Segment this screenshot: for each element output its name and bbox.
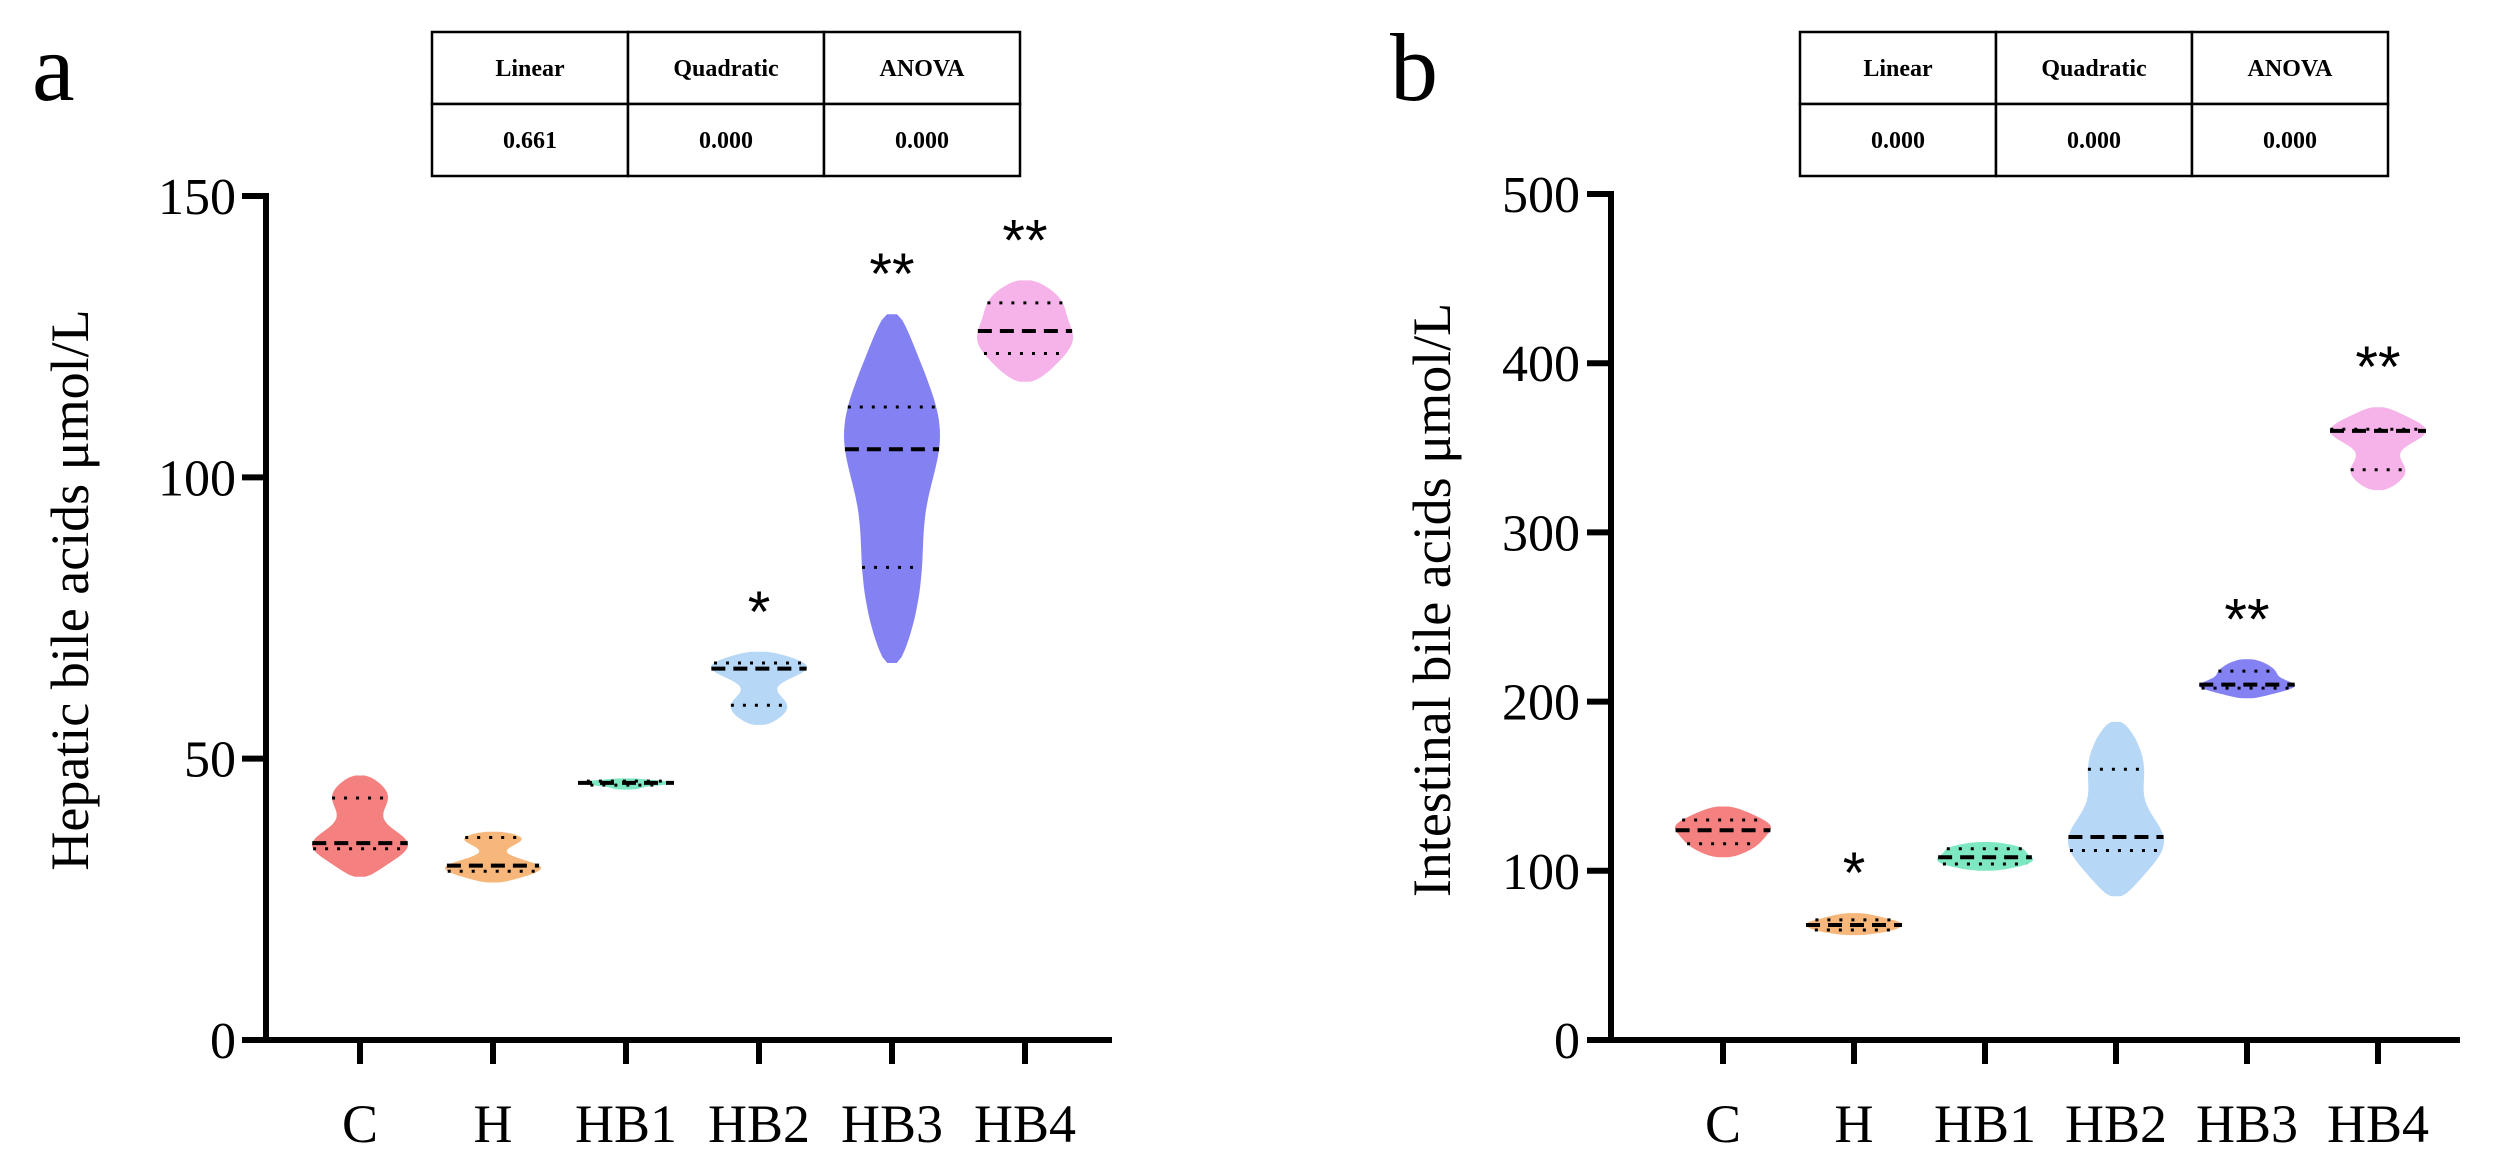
significance-label: ** [2355,335,2400,400]
significance-label: * [748,580,771,645]
table-header-label: ANOVA [880,56,966,82]
y-tick-label: 0 [1554,1013,1580,1070]
violin-HB2 [2068,721,2164,897]
table-header-cell [2190,30,2390,106]
table-value-cell [430,102,630,178]
significance-label: ** [869,242,914,307]
table-value-cell [1798,102,1998,178]
table-header-label: Quadratic [2041,56,2147,82]
x-tick-label: C [342,1094,378,1154]
table-value-label: 0.000 [2067,128,2121,154]
x-tick-label: C [1705,1094,1741,1154]
table-header-label: Linear [495,56,565,82]
table-value-label: 0.661 [503,128,557,154]
y-tick-label: 400 [1502,336,1580,393]
y-tick-label: 0 [210,1013,236,1070]
table-value-label: 0.000 [895,128,949,154]
violin-H [445,831,541,883]
table-value-cell [822,102,1022,178]
violin-HB2 [711,651,807,725]
panel-label: a [32,14,75,121]
y-tick-label: 200 [1502,675,1580,732]
significance-label: ** [2224,587,2269,652]
table-value-cell [1994,102,2194,178]
x-tick-label: HB4 [974,1094,1076,1154]
panel-label: b [1390,14,1438,121]
panel-b: b 0 100 200 300 400 500 Intestinal bile acids μ… [1390,14,2460,1154]
table-value-label: 0.000 [2263,128,2317,154]
y-tick-label: 500 [1502,167,1580,224]
violin-HB3 [2199,659,2295,699]
x-tick-label: H [1835,1094,1874,1154]
y-tick-label: 100 [158,450,236,507]
violin-HB3 [844,314,940,663]
significance-label: ** [1002,208,1047,273]
panel-a: a 0 50 100 150 Hepatic bile acids μmol/L C H HB1… [32,14,1112,1154]
table-header-cell [1798,30,1998,106]
x-tick-label: HB4 [2327,1094,2429,1154]
table-header-label: Quadratic [673,56,779,82]
table-value-label: 0.000 [1871,128,1925,154]
table-header-cell [822,30,1022,106]
violin-HB4 [2330,407,2426,491]
x-tick-label: HB3 [841,1094,943,1154]
y-tick-label: 50 [184,732,236,789]
x-tick-label: HB1 [575,1094,677,1154]
table-value-cell [2190,102,2390,178]
x-tick-label: H [474,1094,513,1154]
violin-C [312,775,408,877]
y-tick-label: 300 [1502,505,1580,562]
table-value-cell [626,102,826,178]
y-axis-title: Hepatic bile acids μmol/L [40,309,100,870]
table-header-cell [1994,30,2194,106]
table-value-label: 0.000 [699,128,753,154]
y-tick-label: 100 [1502,844,1580,901]
table-header-label: ANOVA [2248,56,2334,82]
y-tick-label: 150 [158,169,236,226]
x-tick-label: HB1 [1934,1094,2036,1154]
x-tick-label: HB2 [2065,1094,2167,1154]
y-axis-title: Intestinal bile acids μmol/L [1402,303,1462,897]
table-header-label: Linear [1863,56,1933,82]
significance-label: * [1843,841,1866,906]
x-tick-label: HB2 [708,1094,810,1154]
x-tick-label: HB3 [2196,1094,2298,1154]
